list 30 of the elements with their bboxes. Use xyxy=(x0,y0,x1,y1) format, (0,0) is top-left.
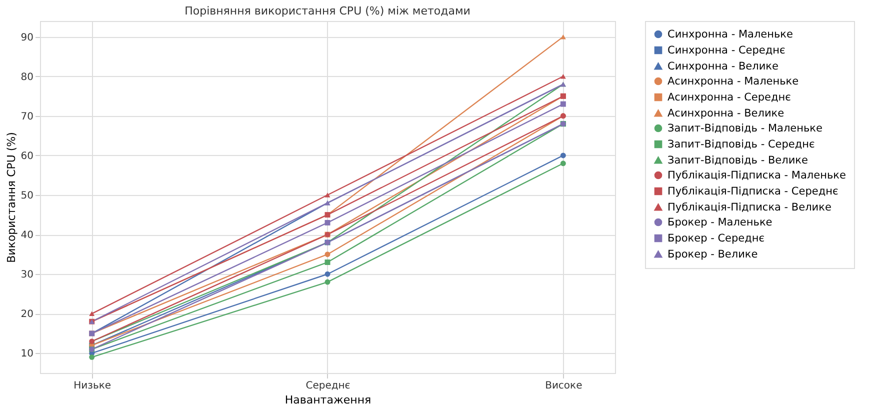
legend-label: Асинхронна - Середнє xyxy=(668,91,792,104)
x-tick-label: Низьке xyxy=(74,380,112,392)
legend-label: Публікація-Підписка - Велике xyxy=(668,201,832,214)
y-tick-label: 60 xyxy=(20,150,34,162)
legend-label: Запит-Відповідь - Маленьке xyxy=(668,122,822,134)
legend-label: Публікація-Підписка - Середнє xyxy=(668,185,838,198)
legend-label: Брокер - Велике xyxy=(668,248,758,260)
legend-label: Брокер - Маленьке xyxy=(668,216,772,228)
y-tick-label: 80 xyxy=(20,72,34,83)
legend-label: Синхронна - Середнє xyxy=(668,44,786,56)
y-tick-label: 90 xyxy=(20,32,34,44)
legend-label: Синхронна - Маленьке xyxy=(668,28,793,40)
y-tick-label: 50 xyxy=(20,190,34,202)
x-tick-label: Високе xyxy=(545,380,582,392)
legend-label: Запит-Відповідь - Велике xyxy=(668,154,808,166)
y-tick-label: 70 xyxy=(20,111,34,122)
y-tick-label: 20 xyxy=(20,309,34,320)
y-axis-title: Використання CPU (%) xyxy=(4,132,18,263)
x-axis-title: Навантаження xyxy=(284,394,372,405)
legend-label: Синхронна - Велике xyxy=(668,60,778,72)
y-tick-label: 30 xyxy=(20,270,34,281)
y-tick-label: 10 xyxy=(20,348,34,360)
x-tick-label: Середнє xyxy=(306,380,350,392)
chart-title: Порівняння використання CPU (%) між методами xyxy=(184,4,470,18)
y-tick-label: 40 xyxy=(20,230,34,242)
legend-label: Запит-Відповідь - Середнє xyxy=(668,138,815,150)
legend-label: Брокер - Середнє xyxy=(668,232,765,244)
legend-label: Асинхронна - Маленьке xyxy=(668,75,799,88)
legend-label: Публікація-Підписка - Маленьке xyxy=(668,169,846,182)
legend-label: Асинхронна - Велике xyxy=(668,107,784,120)
